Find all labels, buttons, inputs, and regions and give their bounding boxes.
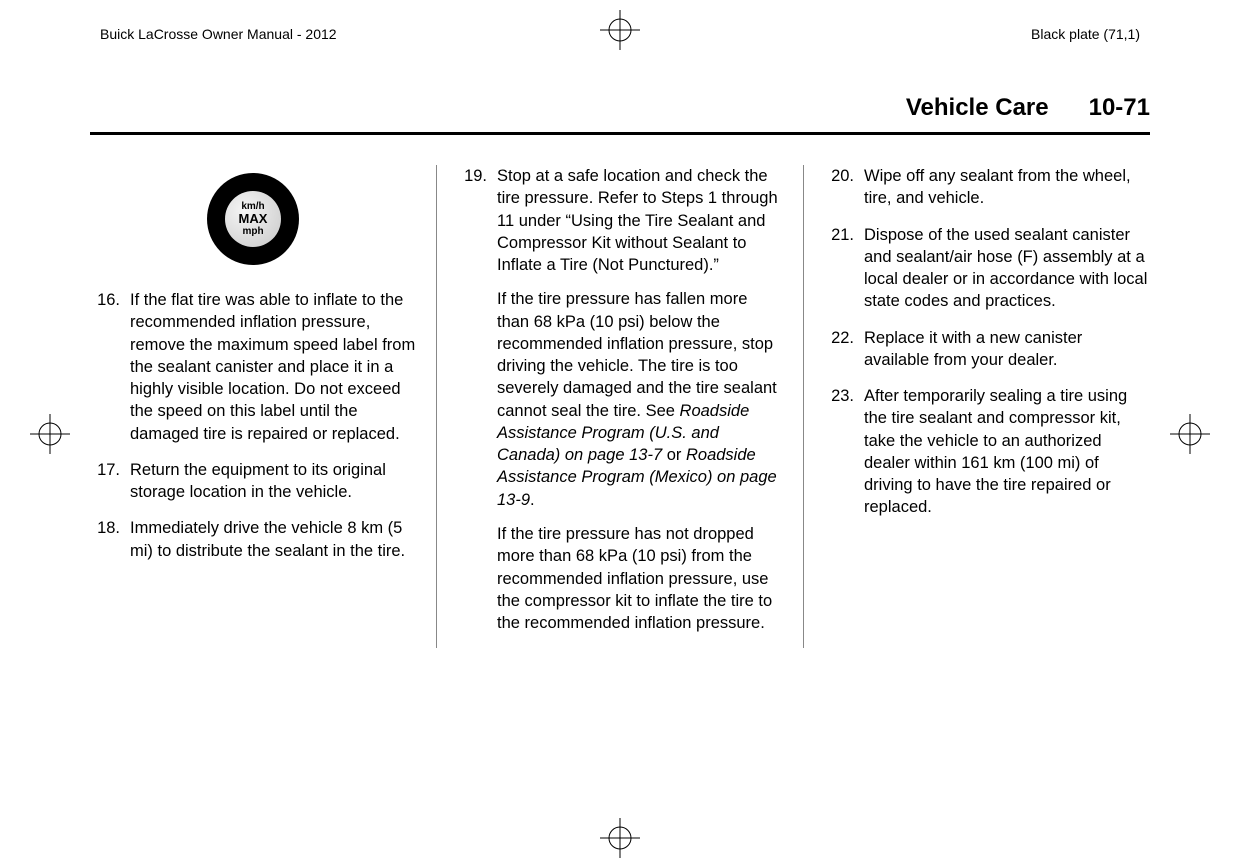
columns: km/h MAX mph 16. If the flat tire was ab… [90,165,1150,648]
step-18: 18. Immediately drive the vehicle 8 km (… [90,517,416,562]
column-3: 20. Wipe off any sealant from the wheel,… [804,165,1150,648]
section-title: Vehicle Care [906,94,1049,122]
print-header-right: Black plate (71,1) [1031,26,1140,42]
step-number: 16. [90,289,130,445]
steps-list-col1: 16. If the flat tire was able to inflate… [90,289,416,562]
step-19-p1: Stop at a safe location and check the ti… [497,167,778,274]
step-text: Stop at a safe location and check the ti… [497,165,783,634]
step-number: 21. [824,224,864,313]
step-19-p2-a: If the tire pressure has fallen more tha… [497,290,777,419]
steps-list-col2: 19. Stop at a safe location and check th… [457,165,783,634]
step-22: 22. Replace it with a new canister avail… [824,327,1150,372]
page-content: Vehicle Care 10-71 km/h MAX mph 16. If t… [90,94,1150,808]
page-header: Vehicle Care 10-71 [90,94,1150,135]
step-17: 17. Return the equipment to its original… [90,459,416,504]
step-20: 20. Wipe off any sealant from the wheel,… [824,165,1150,210]
step-text: Immediately drive the vehicle 8 km (5 mi… [130,517,416,562]
step-text: Replace it with a new canister available… [864,327,1150,372]
step-number: 18. [90,517,130,562]
column-1: km/h MAX mph 16. If the flat tire was ab… [90,165,437,648]
column-2: 19. Stop at a safe location and check th… [437,165,804,648]
step-23: 23. After temporarily sealing a tire usi… [824,385,1150,519]
step-number: 23. [824,385,864,519]
step-number: 20. [824,165,864,210]
step-text: Dispose of the used sealant canister and… [864,224,1150,313]
steps-list-col3: 20. Wipe off any sealant from the wheel,… [824,165,1150,519]
step-21: 21. Dispose of the used sealant canister… [824,224,1150,313]
step-number: 19. [457,165,497,634]
crop-mark-bottom-icon [600,818,640,858]
crop-mark-left-icon [30,414,70,454]
step-19-p2: If the tire pressure has fallen more tha… [497,288,783,511]
step-16: 16. If the flat tire was able to inflate… [90,289,416,445]
crop-mark-top-icon [600,10,640,50]
step-19-p2-b: or [662,446,686,464]
page-number: 10-71 [1089,94,1150,122]
step-text: After temporarily sealing a tire using t… [864,385,1150,519]
step-19-p2-c: . [530,491,535,509]
step-19-p3: If the tire pressure has not dropped mor… [497,523,783,634]
step-number: 17. [90,459,130,504]
print-header-left: Buick LaCrosse Owner Manual - 2012 [100,26,337,42]
step-text: If the flat tire was able to inflate to … [130,289,416,445]
speed-label-inner-circle-icon: km/h MAX mph [225,191,281,247]
step-text: Wipe off any sealant from the wheel, tir… [864,165,1150,210]
speed-label-mph: mph [242,226,263,237]
step-text: Return the equipment to its original sto… [130,459,416,504]
step-number: 22. [824,327,864,372]
speed-label-max: MAX [239,212,268,226]
step-19: 19. Stop at a safe location and check th… [457,165,783,634]
crop-mark-right-icon [1170,414,1210,454]
speed-label-outer-circle-icon: km/h MAX mph [207,173,299,265]
speed-label-graphic: km/h MAX mph [90,173,416,265]
